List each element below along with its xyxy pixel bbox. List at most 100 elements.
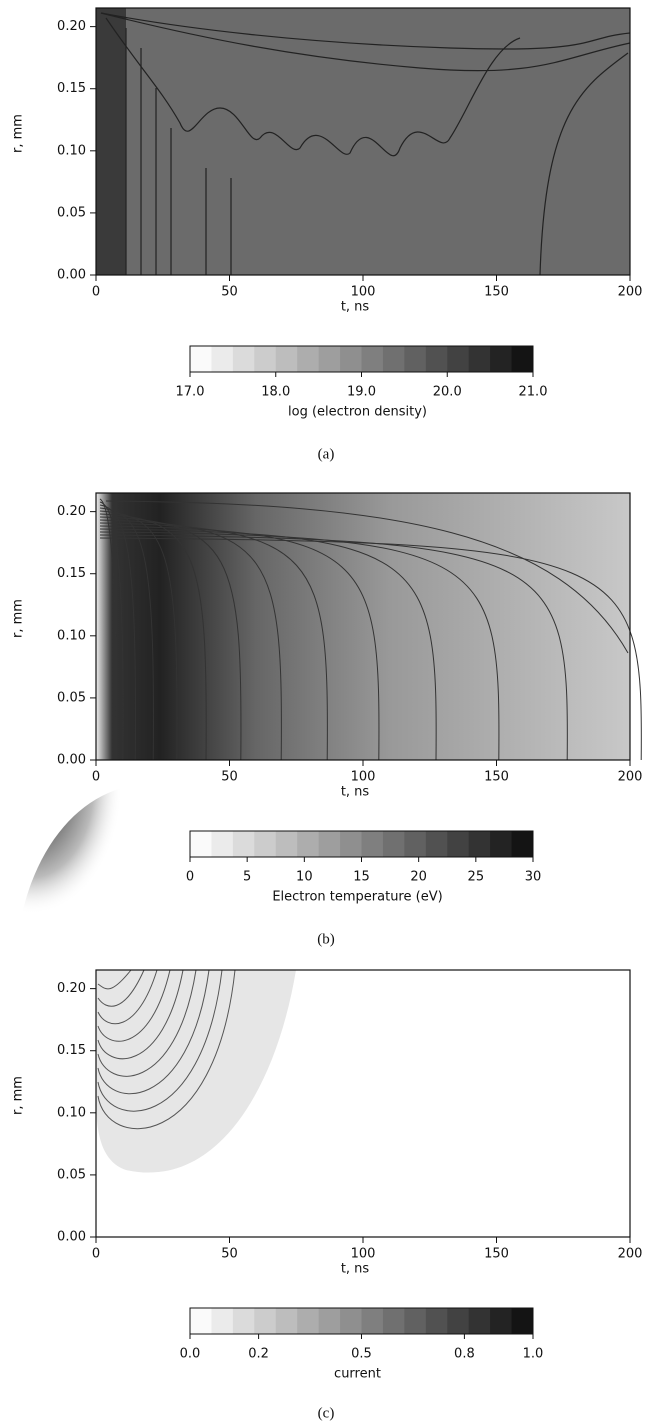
colorbar-step	[340, 1308, 362, 1334]
contour-line	[99, 534, 568, 761]
y-tick-label: 0.00	[57, 1230, 86, 1245]
colorbar-step	[490, 1308, 513, 1334]
y-tick-label: 0.15	[57, 566, 86, 581]
colorbar-step	[468, 1308, 491, 1334]
y-axis-label: r, mm	[11, 1076, 26, 1115]
contour-line	[99, 513, 207, 761]
colorbar-tick-label: 15	[353, 870, 370, 885]
colorbar-step	[361, 346, 384, 372]
x-tick-label: 200	[618, 770, 643, 785]
contour-line	[105, 17, 521, 157]
colorbar-step	[318, 1308, 341, 1334]
colorbar-step	[190, 346, 212, 372]
contour-line	[97, 969, 184, 1060]
colorbar-label: Electron temperature (eV)	[272, 890, 442, 905]
colorbar-step	[232, 1308, 255, 1334]
colorbar-step	[511, 346, 534, 372]
x-tick-label: 200	[618, 285, 643, 300]
colorbar-tick-label: 20	[410, 870, 427, 885]
colorbar-step	[425, 346, 448, 372]
colorbar-tick-label: 25	[468, 870, 485, 885]
y-tick-label: 0.10	[57, 143, 86, 158]
x-tick-label: 100	[351, 1247, 376, 1262]
contour-line	[539, 52, 629, 276]
colorbar-tick-label: 20.0	[433, 385, 462, 400]
x-tick-label: 150	[484, 1247, 509, 1262]
contour-line	[99, 507, 154, 761]
y-tick-label: 0.05	[57, 690, 86, 705]
colorbar-step	[404, 1308, 427, 1334]
contour-line	[99, 531, 500, 761]
colorbar-step	[490, 831, 513, 857]
y-tick-label: 0.15	[57, 81, 86, 96]
colorbar-step	[190, 1308, 212, 1334]
x-tick-label: 0	[92, 770, 100, 785]
panel: 0 50 100 150 200 0.00 0.05 0.10 0.15 0.20 t, ns r, …	[11, 492, 643, 947]
colorbar-tick-label: 0.0	[180, 1347, 201, 1362]
y-tick-label: 0.05	[57, 1167, 86, 1182]
field	[96, 8, 630, 275]
contour-line	[97, 969, 158, 1025]
colorbar-tick-label: 0.5	[351, 1347, 372, 1362]
contour-line	[99, 537, 642, 761]
colorbar-tick-label: 17.0	[176, 385, 205, 400]
colorbar-step	[318, 831, 341, 857]
colorbar-step	[425, 831, 448, 857]
contour-line	[97, 969, 145, 1007]
caption: (c)	[318, 1405, 335, 1421]
contour-line	[99, 519, 282, 761]
x-tick-label: 150	[484, 285, 509, 300]
colorbar-step	[275, 1308, 298, 1334]
field-edge	[96, 8, 126, 275]
colorbar-step	[254, 831, 277, 857]
colorbar-step	[447, 831, 470, 857]
colorbar-step	[211, 1308, 234, 1334]
contour-line	[97, 969, 132, 990]
colorbar-step	[382, 346, 405, 372]
colorbar-step	[275, 346, 298, 372]
x-tick-label: 50	[221, 1247, 238, 1262]
colorbar-step	[404, 831, 427, 857]
colorbar-step	[232, 346, 255, 372]
x-tick-label: 100	[351, 285, 376, 300]
colorbar-step	[511, 831, 534, 857]
y-tick-label: 0.10	[57, 628, 86, 643]
colorbar-tick-label: 0.8	[454, 1347, 475, 1362]
contour-line	[99, 504, 136, 761]
x-tick-label: 0	[92, 1247, 100, 1262]
x-tick-label: 200	[618, 1247, 643, 1262]
contour-line	[99, 525, 380, 761]
colorbar-step	[297, 346, 320, 372]
contour-line	[99, 522, 328, 761]
contour-line	[97, 969, 236, 1130]
colorbar-step	[211, 346, 234, 372]
contour-line	[97, 969, 197, 1077]
y-tick-label: 0.00	[57, 268, 86, 283]
y-tick-label: 0.20	[57, 504, 86, 519]
colorbar-step	[275, 831, 298, 857]
colorbar-step	[340, 831, 362, 857]
colorbar-label: log (electron density)	[288, 405, 427, 420]
field	[96, 493, 630, 760]
contour-line	[97, 969, 171, 1042]
contour-line	[105, 500, 629, 654]
colorbar-step	[340, 346, 362, 372]
y-tick-label: 0.20	[57, 19, 86, 34]
contour-line	[97, 969, 210, 1095]
colorbar-step	[468, 346, 491, 372]
y-tick-label: 0.05	[57, 205, 86, 220]
x-axis-label: t, ns	[341, 785, 370, 800]
caption: (a)	[318, 446, 335, 462]
colorbar-tick-label: 30	[525, 870, 542, 885]
y-tick-label: 0.10	[57, 1105, 86, 1120]
colorbar-step	[511, 1308, 534, 1334]
colorbar-step	[254, 1308, 277, 1334]
x-axis-label: t, ns	[341, 1262, 370, 1277]
colorbar-step	[447, 1308, 470, 1334]
colorbar-step	[318, 346, 341, 372]
colorbar-tick-label: 10	[296, 870, 313, 885]
colorbar-tick-label: 18.0	[261, 385, 290, 400]
panel: 0 50 100 150 200 0.00 0.05 0.10 0.15 0.20 t, ns r, …	[11, 785, 643, 1421]
